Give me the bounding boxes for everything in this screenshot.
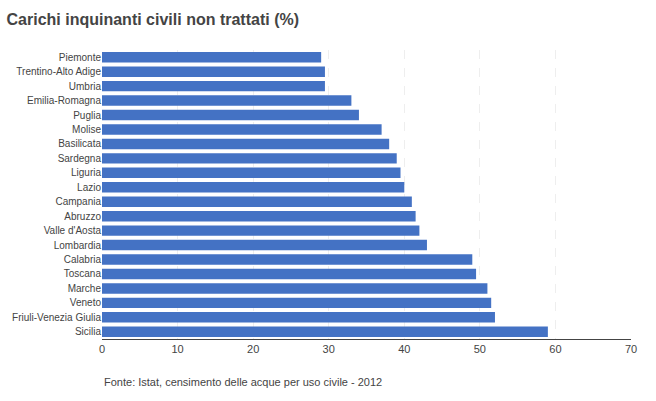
svg-text:Basilicata: Basilicata (58, 138, 101, 149)
svg-text:Veneto: Veneto (70, 297, 102, 308)
svg-text:Valle d'Aosta: Valle d'Aosta (44, 225, 102, 236)
svg-text:Molise: Molise (72, 124, 101, 135)
svg-text:30: 30 (323, 343, 335, 355)
svg-text:60: 60 (549, 343, 561, 355)
svg-text:Friuli-Venezia Giulia: Friuli-Venezia Giulia (12, 312, 101, 323)
svg-text:Marche: Marche (68, 283, 102, 294)
svg-text:Lazio: Lazio (77, 182, 101, 193)
svg-text:0: 0 (99, 343, 105, 355)
svg-text:Carichi inquinanti civili non: Carichi inquinanti civili non trattati (… (7, 11, 299, 28)
svg-text:20: 20 (247, 343, 259, 355)
svg-text:Fonte: Istat, censimento delle: Fonte: Istat, censimento delle acque per… (104, 376, 382, 388)
svg-text:Toscana: Toscana (64, 268, 102, 279)
svg-text:Puglia: Puglia (73, 110, 101, 121)
svg-text:10: 10 (171, 343, 183, 355)
svg-text:Trentino-Alto Adige: Trentino-Alto Adige (16, 66, 101, 77)
svg-text:Liguria: Liguria (71, 167, 101, 178)
svg-text:Sicilia: Sicilia (75, 326, 102, 337)
svg-text:70: 70 (625, 343, 637, 355)
svg-text:Campania: Campania (55, 196, 101, 207)
svg-text:Abruzzo: Abruzzo (64, 211, 101, 222)
svg-text:Piemonte: Piemonte (59, 52, 102, 63)
svg-text:Sardegna: Sardegna (58, 153, 102, 164)
svg-text:Umbria: Umbria (69, 81, 102, 92)
svg-text:Lombardia: Lombardia (54, 240, 102, 251)
svg-text:Emilia-Romagna: Emilia-Romagna (27, 95, 101, 106)
svg-text:Calabria: Calabria (64, 254, 102, 265)
svg-text:40: 40 (398, 343, 410, 355)
svg-text:50: 50 (474, 343, 486, 355)
